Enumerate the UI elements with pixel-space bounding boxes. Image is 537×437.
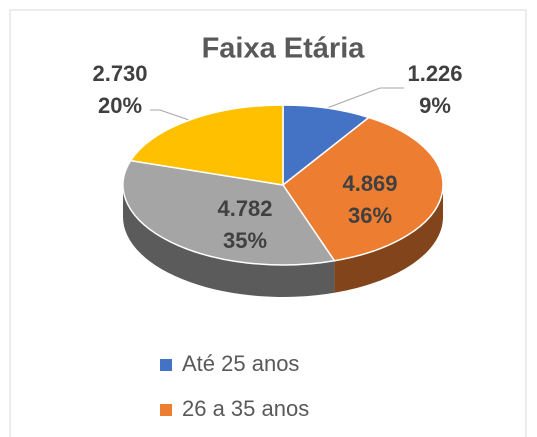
- legend-label: 26 a 35 anos: [182, 396, 309, 421]
- percent-label: 20%: [98, 93, 142, 118]
- slice-side: [123, 185, 335, 297]
- percent-label: 9%: [419, 93, 451, 118]
- slice: [122, 159, 336, 266]
- percent-label: 36%: [348, 203, 392, 228]
- percent-label: 35%: [223, 228, 267, 253]
- value-label: 1.226: [407, 61, 462, 86]
- value-label: 2.730: [92, 61, 147, 86]
- slice-side: [334, 185, 443, 293]
- slice: [281, 116, 444, 262]
- leader-line: [326, 87, 404, 109]
- legend-label: Até 25 anos: [182, 351, 299, 376]
- legend-swatch: [160, 404, 172, 416]
- legend-swatch: [160, 359, 172, 371]
- slice: [129, 104, 284, 186]
- value-label: 4.782: [217, 196, 272, 221]
- leader-line: [150, 109, 190, 121]
- value-label: 4.869: [342, 171, 397, 196]
- chart-title: Faixa Etária: [202, 33, 366, 65]
- slice: [282, 104, 371, 187]
